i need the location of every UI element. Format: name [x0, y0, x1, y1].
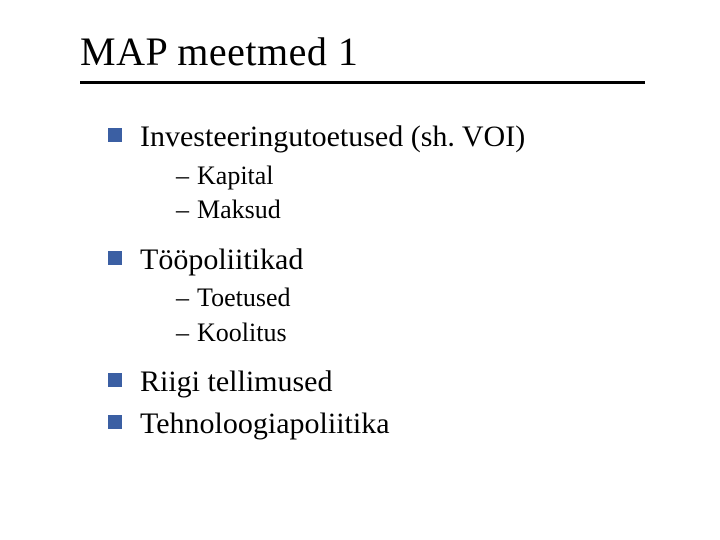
dash-icon: –: [176, 282, 189, 315]
square-bullet-icon: [108, 415, 122, 429]
square-bullet-icon: [108, 373, 122, 387]
sub-item-2-1-text: Toetused: [197, 282, 291, 315]
bullet-item-3: Riigi tellimused: [108, 363, 672, 401]
sub-item-1-2: – Maksud: [176, 194, 672, 227]
sub-item-1-1-text: Kapital: [197, 160, 274, 193]
sub-item-2-2-text: Koolitus: [197, 317, 287, 350]
bullet-item-1-text: Investeeringutoetused (sh. VOI): [140, 118, 525, 156]
square-bullet-icon: [108, 128, 122, 142]
sub-item-1-2-text: Maksud: [197, 194, 281, 227]
bullet-item-4: Tehnoloogiapoliitika: [108, 405, 672, 443]
bullet-item-4-text: Tehnoloogiapoliitika: [140, 405, 390, 443]
dash-icon: –: [176, 194, 189, 227]
bullet-item-2: Tööpoliitikad: [108, 241, 672, 279]
sub-item-2-2: – Koolitus: [176, 317, 672, 350]
bullet-item-3-text: Riigi tellimused: [140, 363, 333, 401]
bullet-item-2-text: Tööpoliitikad: [140, 241, 303, 279]
dash-icon: –: [176, 317, 189, 350]
slide-title: MAP meetmed 1: [80, 28, 672, 75]
slide: MAP meetmed 1 Investeeringutoetused (sh.…: [0, 0, 720, 540]
sub-item-2-1: – Toetused: [176, 282, 672, 315]
dash-icon: –: [176, 160, 189, 193]
bullet-item-1: Investeeringutoetused (sh. VOI): [108, 118, 672, 156]
sub-item-1-1: – Kapital: [176, 160, 672, 193]
square-bullet-icon: [108, 251, 122, 265]
title-underline: [80, 81, 645, 84]
